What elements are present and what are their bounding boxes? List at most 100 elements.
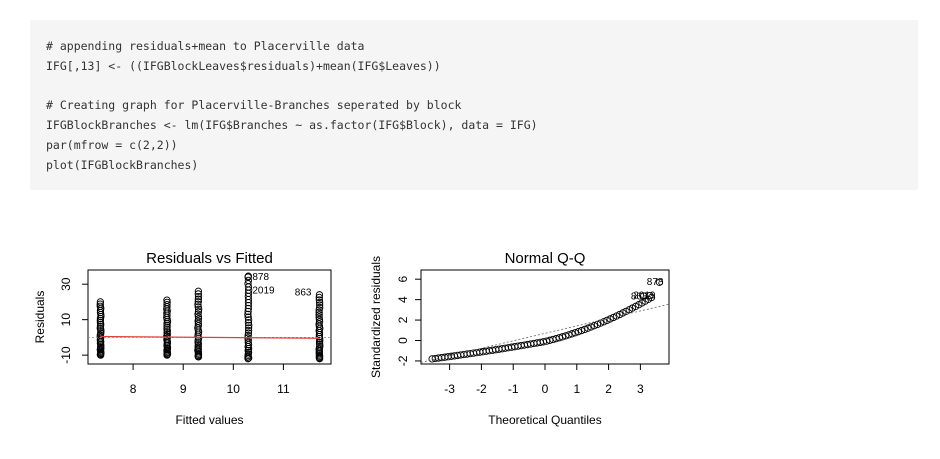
data-point — [244, 319, 253, 327]
data-point — [244, 316, 253, 324]
data-point — [194, 319, 202, 328]
y-tick-label: 4 — [396, 296, 410, 303]
x-tick-label: 0 — [542, 382, 549, 396]
y-tick-label: 10 — [59, 313, 73, 327]
data-point — [163, 296, 171, 304]
code-block: # appending residuals+mean to Placervill… — [30, 20, 918, 190]
x-tick-label: 11 — [277, 382, 290, 396]
y-axis-label: Standardized residuals — [369, 256, 383, 378]
data-point — [244, 336, 252, 344]
data-point — [316, 336, 324, 345]
data-point — [244, 331, 252, 340]
x-tick-label: -3 — [444, 382, 455, 396]
code-line: IFGBlockBranches <- lm(IFG$Branches ~ as… — [46, 118, 538, 132]
data-point — [315, 291, 324, 299]
data-point — [194, 310, 202, 318]
data-point — [194, 295, 203, 303]
data-point — [194, 300, 202, 308]
data-point — [571, 329, 579, 337]
data-point — [244, 338, 252, 347]
data-point — [244, 272, 252, 280]
code-line: par(mfrow = c(2,2)) — [46, 138, 178, 152]
point-annotation: 863 — [631, 292, 648, 303]
data-point — [315, 293, 323, 302]
data-point — [558, 333, 567, 341]
data-point — [316, 303, 324, 312]
data-point — [244, 313, 252, 321]
data-point — [96, 298, 105, 306]
point-annotation: 2019 — [633, 291, 656, 302]
data-point — [315, 311, 323, 319]
data-point — [562, 332, 570, 340]
qq-reference-line — [420, 303, 670, 363]
x-tick-label: 2 — [605, 382, 612, 396]
data-point — [587, 323, 595, 331]
data-point — [244, 307, 252, 316]
plot-frame — [420, 269, 670, 365]
data-point — [574, 328, 583, 336]
data-point — [568, 330, 576, 338]
data-point — [565, 331, 573, 339]
data-point — [584, 324, 592, 332]
x-axis-label: Theoretical Quantiles — [488, 413, 601, 427]
data-point — [194, 303, 202, 311]
data-point — [96, 302, 104, 310]
point-annotation: 2019 — [252, 286, 275, 297]
data-point — [315, 301, 324, 309]
chart-title: Residuals vs Fitted — [146, 250, 273, 267]
data-point — [315, 318, 324, 326]
data-point — [315, 308, 323, 317]
data-point — [194, 292, 203, 301]
data-point — [245, 321, 253, 330]
data-point — [244, 324, 253, 332]
data-point — [163, 298, 171, 307]
data-point — [194, 287, 203, 295]
data-point — [194, 315, 203, 323]
data-point — [163, 321, 171, 329]
x-tick-label: 1 — [573, 382, 580, 396]
data-point — [600, 318, 608, 326]
x-tick-label: 8 — [130, 382, 137, 396]
y-tick-label: -10 — [59, 346, 73, 364]
y-tick-label: 30 — [59, 277, 73, 291]
data-point — [194, 298, 202, 306]
x-tick-label: 3 — [637, 382, 644, 396]
x-tick-label: -2 — [476, 382, 487, 396]
data-point — [315, 296, 324, 304]
code-line: # Creating graph for Placerville-Branche… — [46, 98, 462, 112]
data-point — [244, 326, 253, 335]
data-point — [581, 325, 589, 334]
data-point — [244, 329, 253, 337]
data-point — [577, 326, 586, 335]
x-tick-label: -1 — [508, 382, 519, 396]
data-point — [194, 312, 203, 321]
data-point — [315, 298, 324, 307]
y-tick-label: 2 — [396, 316, 410, 323]
x-tick-label: 10 — [227, 382, 241, 396]
data-point — [96, 300, 104, 308]
code-line: # appending residuals+mean to Placervill… — [46, 39, 365, 53]
data-point — [655, 278, 664, 286]
y-tick-label: -2 — [396, 355, 410, 366]
smooth-line — [100, 335, 320, 339]
code-line: plot(IFGBlockBranches) — [46, 158, 199, 172]
data-point — [163, 323, 171, 331]
data-point — [646, 291, 654, 300]
plot-frame — [87, 269, 332, 365]
data-point — [315, 313, 323, 321]
point-annotation: 878 — [252, 272, 269, 283]
data-point — [590, 322, 598, 330]
data-point — [194, 290, 202, 298]
point-annotation: 878 — [647, 277, 664, 288]
data-point — [647, 293, 656, 302]
data-point — [96, 318, 105, 327]
chart-title: Normal Q-Q — [505, 250, 586, 267]
x-tick-label: 9 — [180, 382, 187, 396]
y-axis-label: Residuals — [33, 291, 47, 344]
point-annotation: 863 — [295, 287, 312, 298]
code-line: IFG[,13] <- ((IFGBlockLeaves$residuals)+… — [46, 59, 441, 73]
y-tick-label: 0 — [396, 337, 410, 344]
data-point — [163, 300, 171, 309]
data-point — [194, 317, 202, 325]
